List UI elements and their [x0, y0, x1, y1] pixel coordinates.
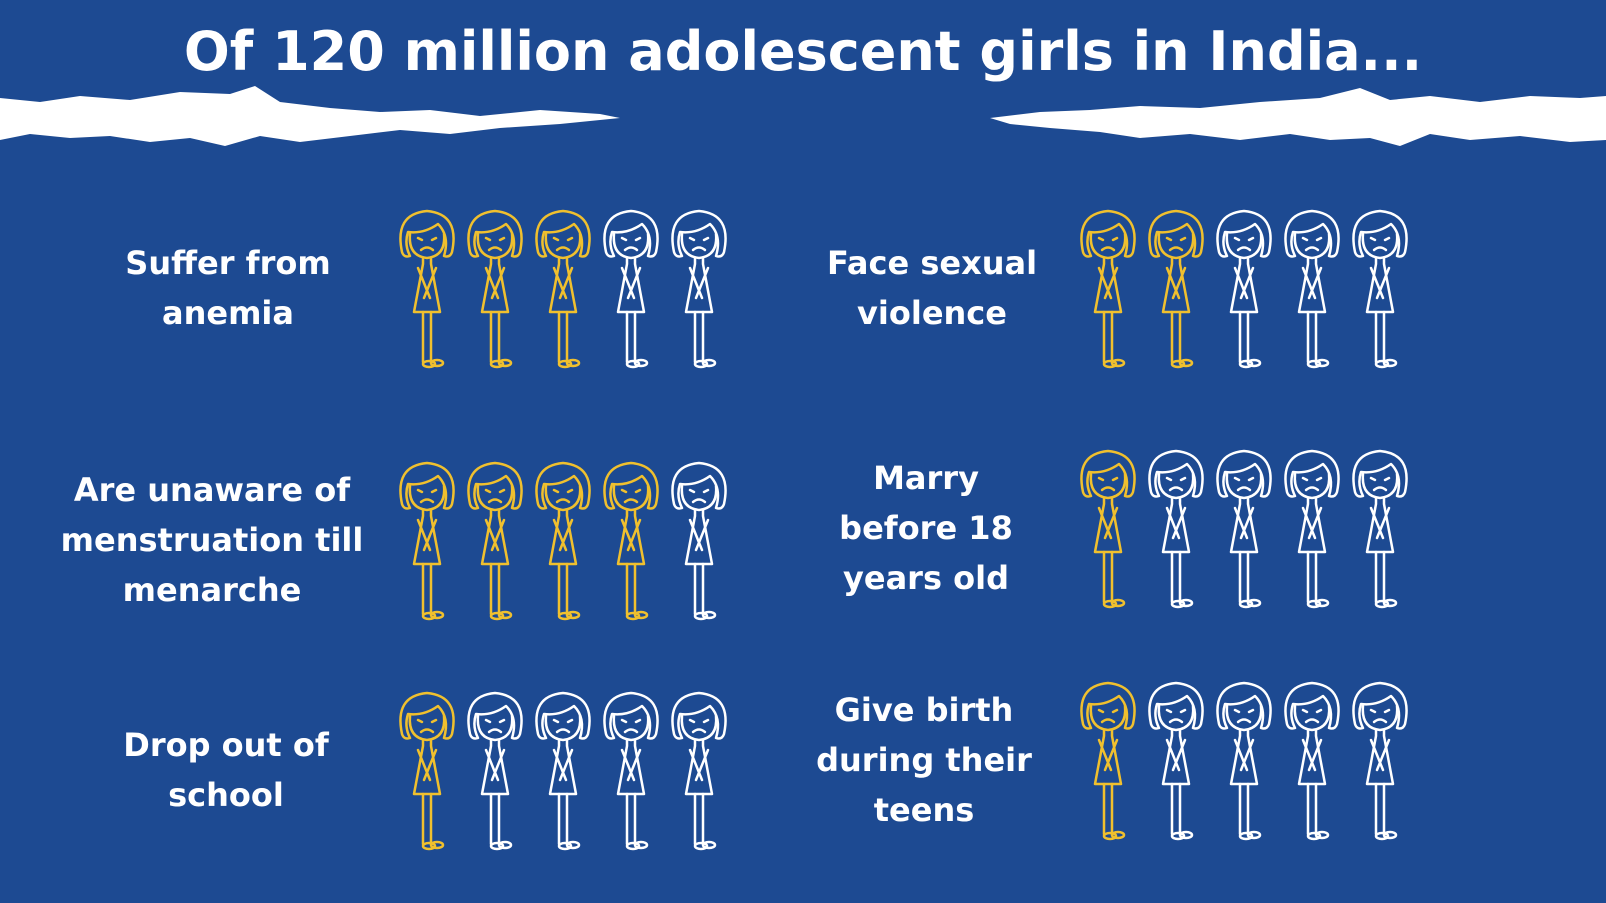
girl-figure [1216, 449, 1272, 609]
title: Of 120 million adolescent girls in India… [183, 20, 1423, 83]
girl-figure [1148, 681, 1204, 841]
girl-figure [1284, 681, 1340, 841]
row-label: Are unaware of menstruation till menarch… [60, 471, 364, 609]
girl-figure [1284, 209, 1340, 369]
row-label: Face sexual violence [826, 244, 1038, 332]
row-label: Drop out of school [123, 726, 329, 814]
girl-figure [467, 461, 523, 621]
girl-figure [1352, 449, 1408, 609]
row-label: Suffer from anemia [125, 244, 331, 332]
row-label: Marry before 18 years old [839, 459, 1013, 597]
torn-paper-left [0, 86, 620, 146]
girl-figure [1080, 681, 1136, 841]
girl-figure [399, 691, 455, 851]
girl-figure [603, 691, 659, 851]
girl-figure [603, 209, 659, 369]
girl-figure [1216, 681, 1272, 841]
girl-figure [399, 209, 455, 369]
girl-figure [535, 691, 591, 851]
torn-paper-right [990, 88, 1606, 146]
girl-figure [1080, 449, 1136, 609]
girl-figure [467, 209, 523, 369]
girl-figure [399, 461, 455, 621]
girl-figure [1080, 209, 1136, 369]
girl-figure [603, 461, 659, 621]
girl-figure [671, 461, 727, 621]
girl-figure [467, 691, 523, 851]
girl-figure [1216, 209, 1272, 369]
girl-figure [1284, 449, 1340, 609]
girl-figure [671, 691, 727, 851]
row-label: Give birth during their teens [816, 691, 1032, 829]
girl-figure [671, 209, 727, 369]
girl-figure [535, 461, 591, 621]
girl-figure [535, 209, 591, 369]
girl-figure [1148, 449, 1204, 609]
girl-figure [1148, 209, 1204, 369]
girl-figure [1352, 209, 1408, 369]
girl-figure [1352, 681, 1408, 841]
